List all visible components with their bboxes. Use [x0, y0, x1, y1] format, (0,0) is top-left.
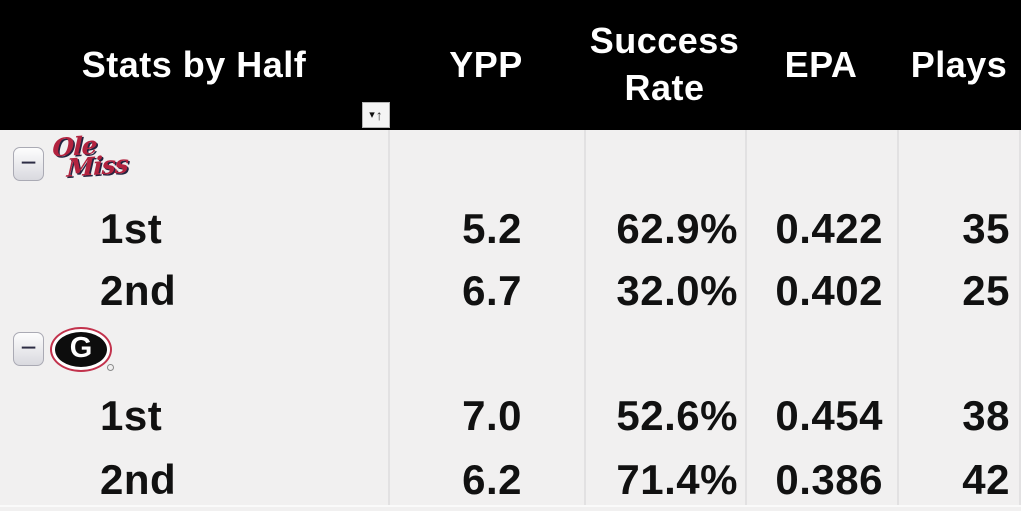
collapse-button-ole-miss[interactable]: −: [13, 147, 44, 181]
half-label: 2nd: [100, 267, 177, 314]
epa-value: 0.402: [775, 267, 883, 314]
column-divider: [584, 130, 586, 505]
group-row-georgia: − G: [0, 318, 1021, 380]
georgia-logo-letter: G: [69, 332, 93, 364]
ole-miss-logo: Ole Miss: [51, 130, 129, 183]
table-header: Stats by Half YPP Success Rate EPA Plays…: [0, 0, 1021, 130]
success-rate-value: 62.9%: [616, 205, 738, 252]
georgia-logo-oval: G: [55, 332, 107, 367]
ypp-value: 7.0: [462, 392, 522, 439]
plays-value: 42: [962, 456, 1010, 503]
table-row: 1st 5.2 62.9% 0.422 35: [0, 198, 1021, 260]
plays-value: 25: [962, 267, 1010, 314]
collapse-button-georgia[interactable]: −: [13, 332, 44, 366]
epa-value: 0.422: [775, 205, 883, 252]
ole-miss-logo-line2: Miss: [66, 148, 129, 183]
ypp-value: 6.2: [462, 456, 522, 503]
column-divider: [388, 130, 390, 505]
column-divider: [745, 130, 747, 505]
header-stats-by-half: Stats by Half: [81, 43, 307, 85]
registered-mark-icon: [107, 364, 114, 371]
row-divider: [0, 505, 1021, 507]
column-divider: [897, 130, 899, 505]
epa-value: 0.454: [775, 392, 883, 439]
half-label: 1st: [100, 392, 163, 439]
plays-value: 38: [962, 392, 1010, 439]
ypp-value: 5.2: [462, 205, 522, 252]
filter-sort-button[interactable]: ▾ ↑: [362, 102, 390, 128]
half-label: 1st: [100, 205, 163, 252]
header-plays: Plays: [910, 43, 1008, 85]
georgia-logo: G: [50, 327, 114, 372]
success-rate-value: 32.0%: [616, 267, 738, 314]
sort-ascending-icon: ↑: [375, 107, 383, 123]
table-row: 2nd 6.2 71.4% 0.386 42: [0, 449, 1021, 511]
plays-value: 35: [962, 205, 1010, 252]
table-row: 2nd 6.7 32.0% 0.402 25: [0, 260, 1021, 322]
group-row-ole-miss: − Ole Miss: [0, 130, 1021, 198]
success-rate-value: 52.6%: [616, 392, 738, 439]
header-ypp: YPP: [449, 43, 523, 85]
header-epa: EPA: [784, 43, 858, 85]
table-row: 1st 7.0 52.6% 0.454 38: [0, 385, 1021, 447]
epa-value: 0.386: [775, 456, 883, 503]
column-divider: [1019, 130, 1021, 505]
half-label: 2nd: [100, 456, 177, 503]
table-body: − Ole Miss 1st 5.2 62.9% 0.422 35 2nd 6.…: [0, 130, 1021, 511]
filter-dropdown-icon: ▾: [369, 108, 375, 121]
header-success-rate: Success Rate: [589, 20, 740, 108]
success-rate-value: 71.4%: [616, 456, 738, 503]
ypp-value: 6.7: [462, 267, 522, 314]
